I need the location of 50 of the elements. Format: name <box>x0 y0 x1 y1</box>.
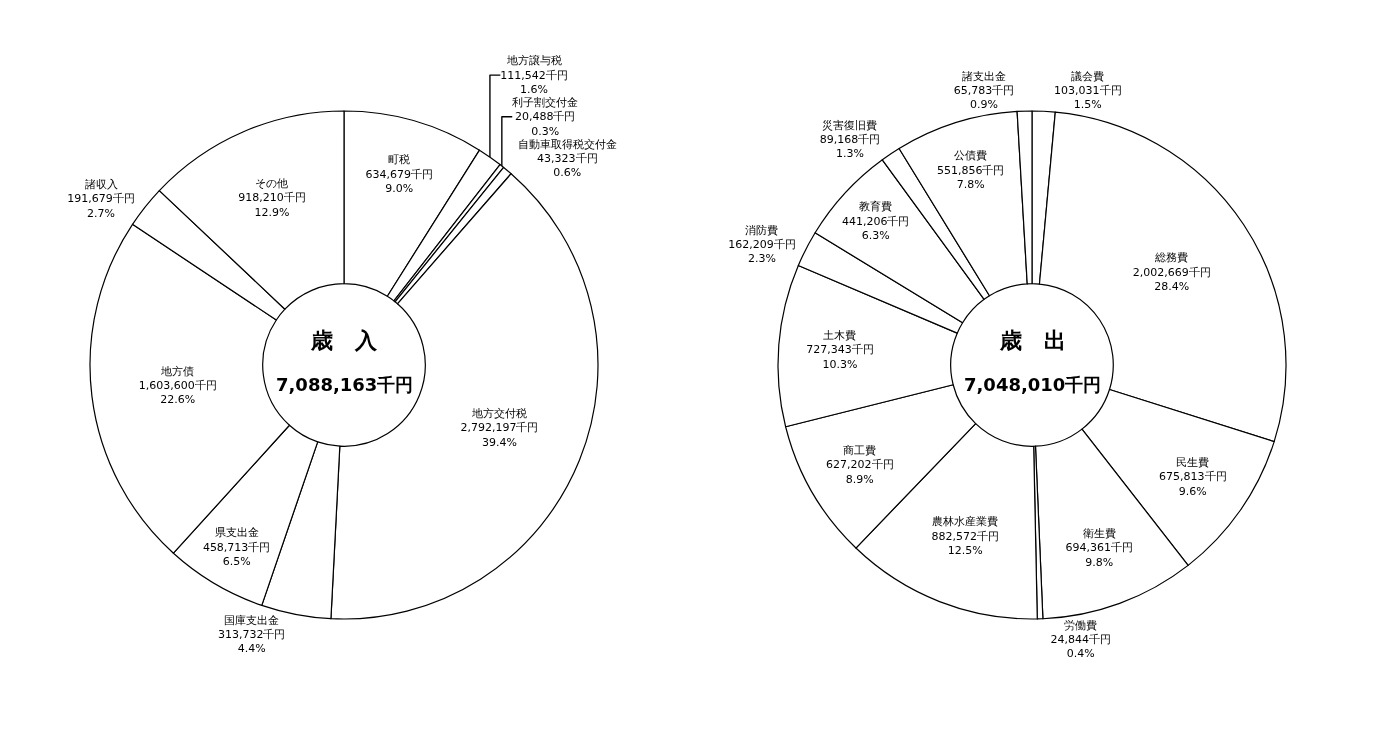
data-label: 24,844千円 0.4% <box>1050 633 1111 661</box>
data-label: 441,206千円 6.3% <box>841 214 910 242</box>
data-label: 694,361千円 9.8% <box>1065 541 1133 569</box>
slice-label: 土木費 <box>823 329 857 343</box>
slice-label: 商工費 <box>843 444 877 458</box>
slice-label: 町税 <box>388 153 411 167</box>
slice-label: 消防費 <box>745 223 779 237</box>
slice-label: 国庫支出金 <box>224 613 280 627</box>
data-label: 20,488千円 0.3% <box>514 110 576 138</box>
data-label: 634,679千円 9.0% <box>365 167 433 195</box>
slice-label: 議会費 <box>1071 69 1105 83</box>
data-label: 675,813千円 9.6% <box>1159 470 1227 498</box>
data-label: 2,792,197千円 39.4% <box>460 421 539 449</box>
text: 歳 入 <box>310 328 378 353</box>
data-label: 551,856千円 7.8% <box>936 163 1005 191</box>
text: 歳 出 <box>999 328 1066 353</box>
data-label: 627,202千円 8.9% <box>826 458 894 486</box>
slice-label: 諸収入 <box>84 178 118 192</box>
slice-label: 諸支出金 <box>961 69 1006 83</box>
data-label: 458,713千円 6.5% <box>202 540 271 568</box>
data-label: 727,343千円 10.3% <box>806 343 874 371</box>
slice-label: 県支出金 <box>214 526 259 540</box>
slice-label: 農林水産業費 <box>932 515 999 529</box>
data-label: 2,002,669千円 28.4% <box>1132 265 1211 294</box>
slice-label: 総務費 <box>1154 251 1189 265</box>
data-label: 1,603,600千円 22.6% <box>138 379 217 407</box>
slice-label: 災害復旧費 <box>822 118 878 132</box>
slice-label: 民生費 <box>1176 456 1210 470</box>
slice-label: 地方譲与税 <box>505 54 562 68</box>
slice-label: 衛生費 <box>1082 526 1116 540</box>
slice-label: 労働費 <box>1064 618 1098 632</box>
data-label: 313,732千円 4.4% <box>217 627 286 656</box>
data-label: 111,542千円 1.6% <box>500 68 568 96</box>
slice-label: 教育費 <box>859 200 893 214</box>
data-label: 882,572千円 12.5% <box>931 529 999 557</box>
data-label: 191,679千円 2.7% <box>67 192 135 220</box>
slice-label: 地方債 <box>160 364 195 378</box>
slice-label: 公債費 <box>954 149 988 163</box>
slice-label: 利子割交付金 <box>512 95 579 109</box>
slice-label: 地方交付税 <box>470 407 527 421</box>
data-label: 43,323千円 0.6% <box>537 151 598 180</box>
text: 7,048,010千円 <box>964 374 1102 395</box>
data-label: 65,783千円 0.9% <box>953 83 1015 112</box>
slice-label: 自動車取得税交付金 <box>517 137 617 151</box>
data-label: 162,209千円 2.3% <box>728 237 796 266</box>
data-label: 89,168千円 1.3% <box>819 133 881 161</box>
slice-label: その他 <box>255 177 289 191</box>
text: 7,088,163千円 <box>276 374 414 395</box>
data-label: 103,031千円 1.5% <box>1054 84 1122 112</box>
data-label: 918,210千円 12.9% <box>238 191 306 219</box>
